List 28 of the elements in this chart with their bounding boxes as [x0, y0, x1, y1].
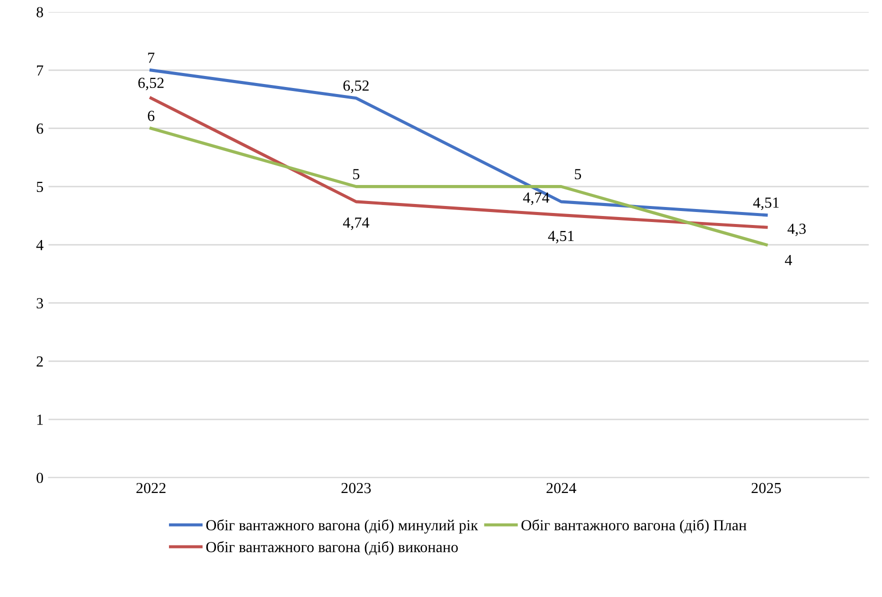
- data-label: 4: [784, 255, 792, 266]
- y-tick-label: 7: [37, 65, 44, 76]
- x-tick-label: 2025: [752, 482, 781, 494]
- data-label: 4,51: [753, 198, 779, 210]
- y-tick-label: 1: [37, 414, 43, 425]
- x-tick-label: 2023: [342, 482, 371, 494]
- y-tick-label: 2: [36, 356, 43, 366]
- data-label: 6,52: [138, 78, 164, 90]
- y-tick-label: 5: [36, 182, 44, 192]
- data-label: 5: [574, 169, 582, 180]
- y-tick-label: 3: [36, 298, 44, 308]
- legend-label: Обіг вантажного вагона (діб) План: [521, 519, 746, 534]
- y-tick-label: 4: [36, 240, 44, 250]
- y-tick-label: 6: [36, 124, 44, 134]
- x-tick-label: 2022: [136, 482, 166, 494]
- data-label: 7: [148, 52, 154, 63]
- y-tick-label: 0: [36, 472, 44, 484]
- data-label: 4,51: [548, 230, 574, 244]
- data-label: 4,74: [523, 192, 550, 205]
- data-label: 5: [353, 169, 360, 180]
- data-label: 4,3: [788, 224, 806, 236]
- data-label: 4,74: [343, 218, 370, 230]
- y-tick-label: 8: [36, 7, 44, 18]
- x-tick-label: 2024: [546, 482, 576, 494]
- data-label: 6: [148, 110, 154, 122]
- legend-label: Обіг вантажного вагона (діб) минулий рік: [206, 519, 478, 534]
- data-label: 6,52: [343, 80, 369, 93]
- legend-label: Обіг вантажного вагона (діб) виконано: [206, 541, 458, 556]
